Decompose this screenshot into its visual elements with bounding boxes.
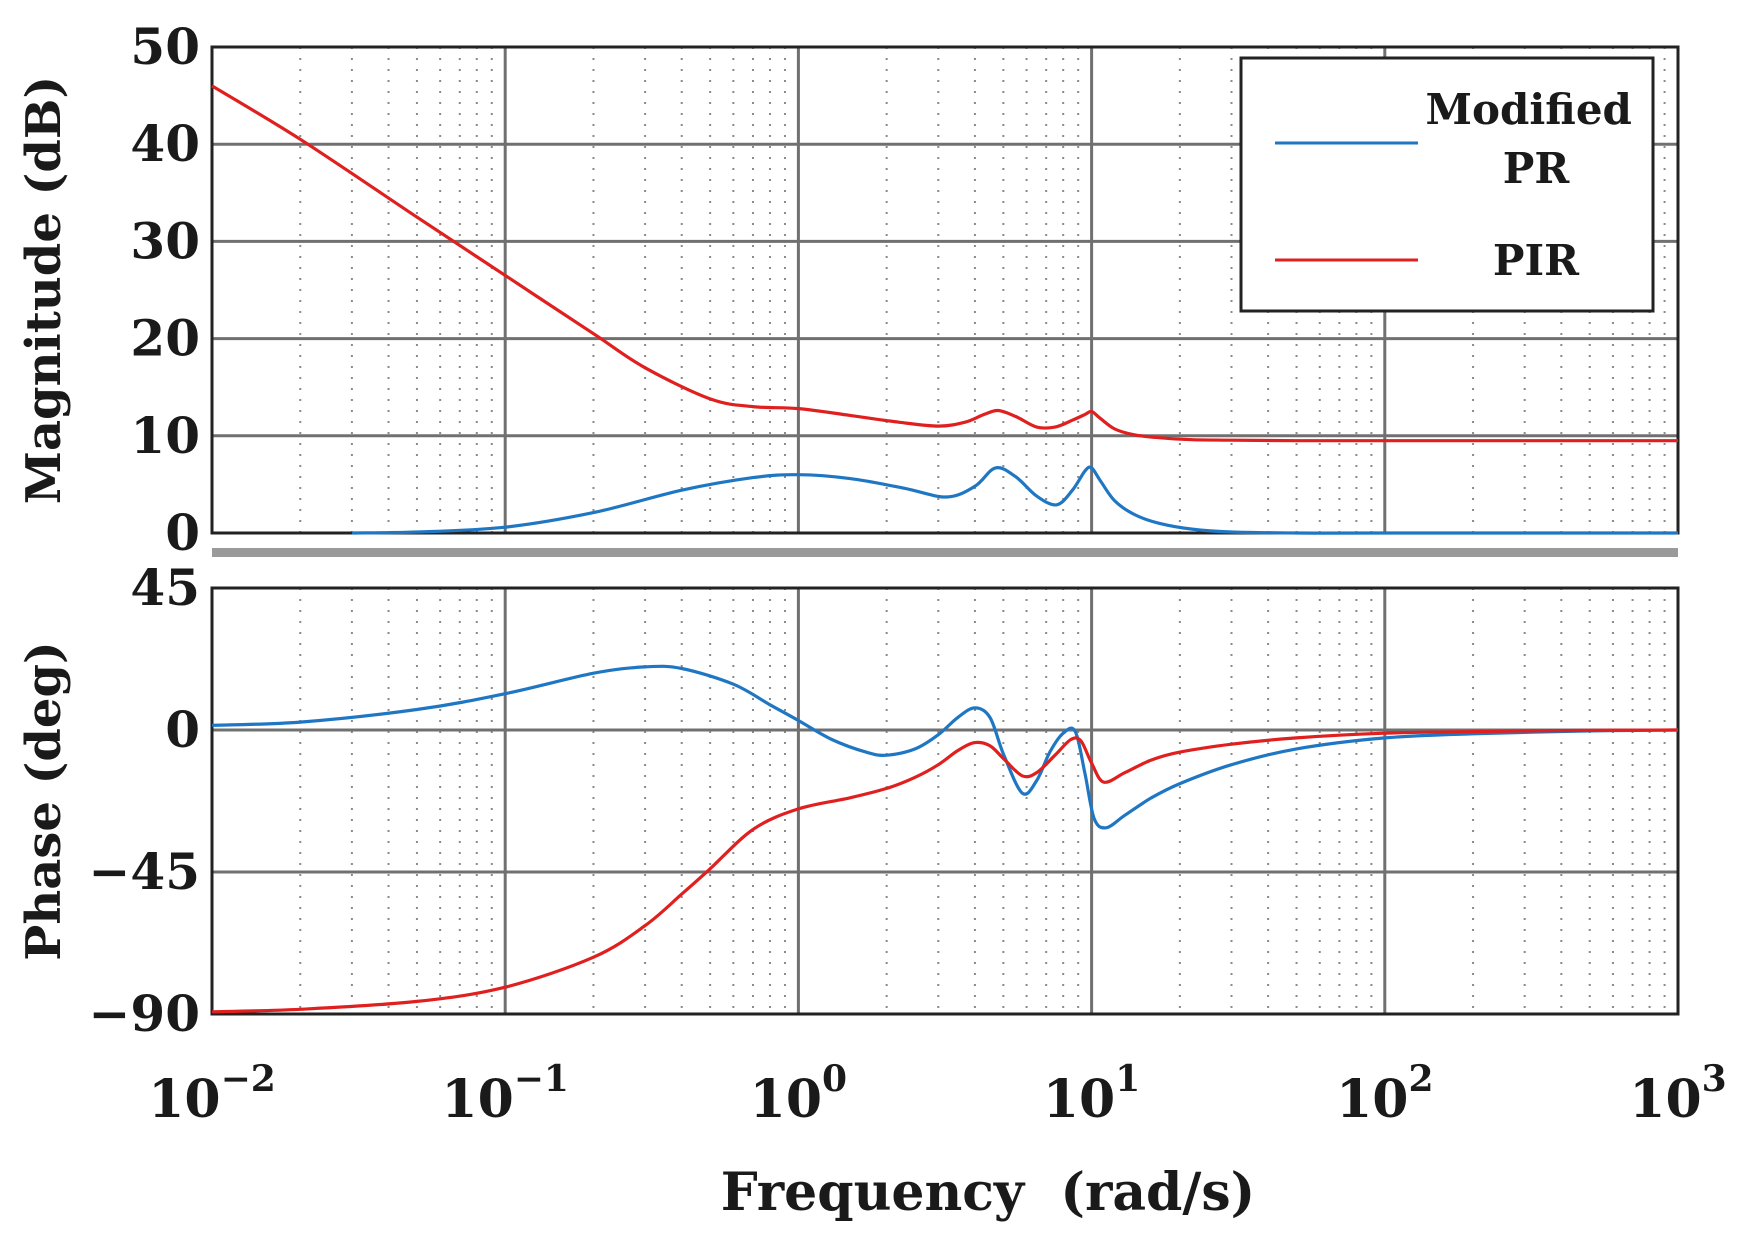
- x-axis-title: Frequency (rad/s): [721, 1162, 1256, 1223]
- phase-plot-area: [210, 586, 1680, 1016]
- phase-y-tick-label: −90: [89, 984, 200, 1043]
- phase-y-tick-label: 45: [130, 558, 200, 617]
- x-tick-label: 101: [1043, 1058, 1140, 1130]
- magnitude-line-modified-pr: [351, 465, 1678, 535]
- x-tick-exponent: 3: [1702, 1058, 1727, 1100]
- phase-axis-title: Phase (deg): [16, 641, 72, 960]
- magnitude-y-tick-label: 50: [130, 17, 200, 76]
- x-tick-exponent: −1: [514, 1058, 569, 1100]
- phase-y-tick-label: 0: [165, 700, 200, 759]
- magnitude-y-tick-label: 20: [130, 309, 200, 368]
- magnitude-axis-title: Magnitude (dB): [16, 76, 72, 504]
- x-tick-base: 10: [1629, 1069, 1701, 1130]
- x-tick-label: 10−1: [441, 1058, 569, 1130]
- magnitude-line-pir: [211, 84, 1678, 443]
- x-tick-exponent: −2: [221, 1058, 276, 1100]
- phase-line-modified-pr: [211, 664, 1679, 830]
- legend-label-modified: Modified: [1425, 85, 1631, 134]
- legend-label-pr: PR: [1503, 144, 1571, 193]
- phase-y-ticks: −90 −45 0 45: [89, 558, 200, 1043]
- legend: Modified PR PIR: [1239, 56, 1655, 313]
- panel-separator: [212, 548, 1678, 557]
- x-tick-label: 102: [1336, 1058, 1433, 1130]
- x-tick-base: 10: [148, 1069, 220, 1130]
- x-tick-base: 10: [750, 1069, 822, 1130]
- x-ticks: 10−2 10−1 100 101 102 103: [148, 1058, 1727, 1130]
- x-tick-exponent: 0: [822, 1058, 847, 1100]
- x-tick-exponent: 2: [1408, 1058, 1433, 1100]
- phase-line-pir: [211, 728, 1679, 1014]
- x-tick-label: 103: [1629, 1058, 1726, 1130]
- legend-label-modified-pr: Modified PR: [1425, 85, 1646, 193]
- phase-series: [211, 664, 1679, 1014]
- magnitude-y-tick-label: 40: [130, 114, 200, 173]
- x-tick-base: 10: [441, 1069, 513, 1130]
- x-tick-label: 100: [750, 1058, 847, 1130]
- magnitude-plot-area: [210, 45, 1680, 535]
- magnitude-series: [211, 84, 1678, 535]
- x-tick-label: 10−2: [148, 1058, 276, 1130]
- magnitude-y-ticks: 0 10 20 30 40 50: [130, 17, 200, 562]
- magnitude-y-tick-label: 10: [130, 406, 200, 465]
- x-tick-base: 10: [1336, 1069, 1408, 1130]
- magnitude-y-tick-label: 30: [130, 211, 200, 270]
- x-tick-exponent: 1: [1115, 1058, 1140, 1100]
- x-tick-base: 10: [1043, 1069, 1115, 1130]
- legend-label-pir: PIR: [1493, 236, 1580, 285]
- legend-box: [1239, 56, 1655, 313]
- phase-grid: [212, 588, 1678, 1014]
- magnitude-y-tick-label: 0: [165, 503, 200, 562]
- phase-y-tick-label: −45: [89, 842, 200, 901]
